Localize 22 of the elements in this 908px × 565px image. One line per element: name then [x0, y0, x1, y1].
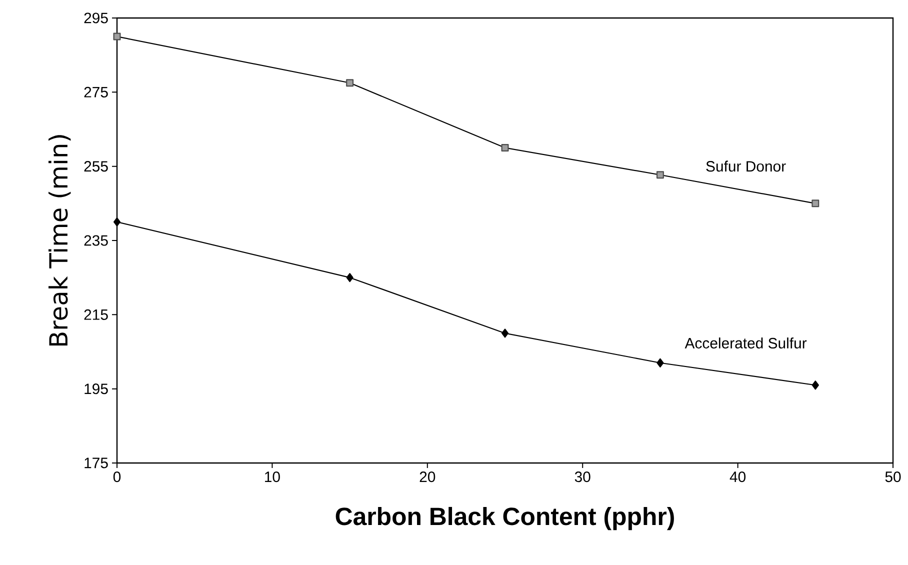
y-tick-label: 195: [84, 384, 108, 394]
point: [346, 273, 354, 282]
x-tick-label: 0: [113, 472, 121, 482]
y-tick-label: 275: [84, 86, 108, 98]
y-tick-label: 295: [84, 12, 108, 24]
series-label: Accelerated Sulfur: [684, 338, 807, 348]
x-tick-label: 40: [730, 472, 746, 482]
x-tick-label: 20: [420, 472, 436, 482]
x-tick-label: 30: [574, 472, 590, 482]
y-axis-title: Break Time (min): [48, 135, 71, 346]
y-tick-label: 235: [84, 235, 108, 246]
point: [113, 217, 121, 226]
x-tick-label: 10: [265, 472, 280, 482]
y-tick-label: 255: [84, 161, 108, 172]
point: [812, 380, 819, 390]
x-tick-label: 50: [885, 472, 901, 482]
point: [501, 328, 509, 338]
x-axis-title: Carbon Black Content (pphr): [336, 506, 674, 530]
point: [656, 358, 664, 368]
y-tick-label: 175: [84, 458, 108, 468]
series-label: Sufur Donor: [706, 160, 786, 172]
y-tick-label: 215: [84, 309, 108, 320]
